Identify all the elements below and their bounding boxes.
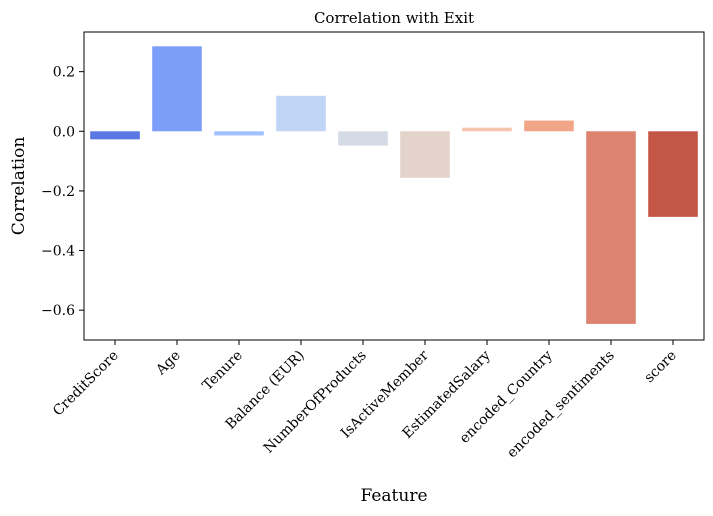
x-tick-label: Tenure xyxy=(199,348,245,394)
x-tick-label: score xyxy=(641,348,679,386)
bar-balance-eur xyxy=(276,95,326,132)
bar-age xyxy=(152,46,202,132)
bar-score xyxy=(648,131,698,217)
y-axis-title: Correlation xyxy=(9,137,29,236)
y-tick-label: 0.0 xyxy=(53,124,75,140)
chart-title: Correlation with Exit xyxy=(314,9,474,27)
y-tick-label: 0.2 xyxy=(53,65,75,81)
x-axis-title: Feature xyxy=(360,486,427,506)
y-tick-label: −0.6 xyxy=(41,303,75,319)
y-tick-label: −0.4 xyxy=(41,244,75,260)
plot-frame xyxy=(83,31,705,341)
x-tick-label: Age xyxy=(152,348,183,379)
x-tick-label: CreditScore xyxy=(50,348,122,420)
bar-estimatedsalary xyxy=(462,127,512,132)
bar-isactivemember xyxy=(400,131,450,178)
y-axis: 0.2 0.0 −0.2 −0.4 −0.6 xyxy=(41,65,84,319)
bar-numberofproducts xyxy=(338,131,388,146)
bar-encoded-country xyxy=(524,120,574,132)
bars-group xyxy=(90,46,698,324)
x-tick-label: encoded_sentiments xyxy=(504,348,618,462)
bar-creditscore xyxy=(90,131,140,140)
bar-encoded-sentiments xyxy=(586,131,636,324)
y-tick-label: −0.2 xyxy=(41,184,75,200)
bar-tenure xyxy=(214,131,264,136)
x-tick-label: NumberOfProducts xyxy=(261,348,370,457)
